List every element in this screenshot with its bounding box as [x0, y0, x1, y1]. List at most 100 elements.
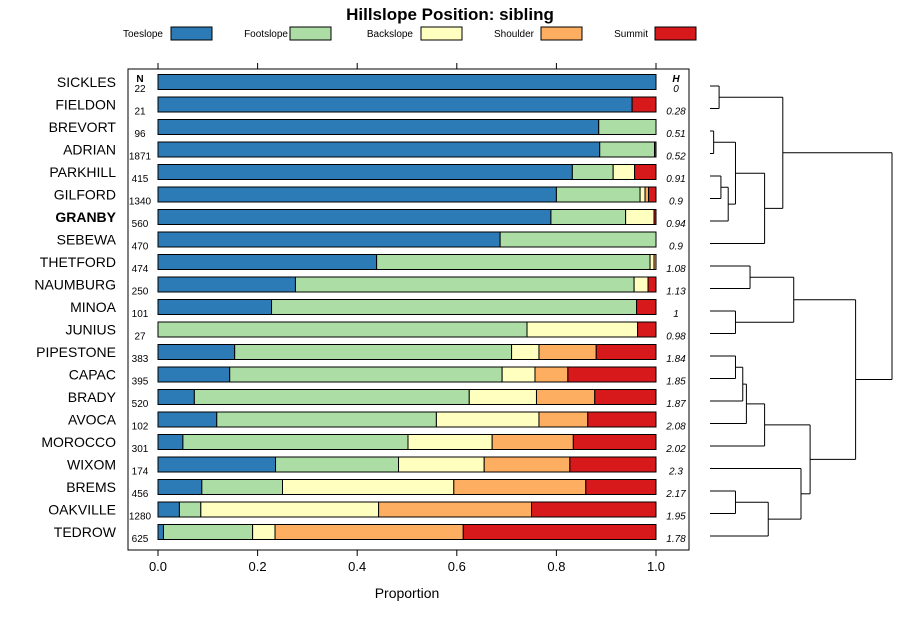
bar-oakville-footslope [178, 501, 202, 518]
bar-minoa-summit [636, 299, 657, 315]
bar-parkhill-summit [634, 164, 657, 180]
bar-granby-backslope [625, 209, 655, 225]
bar-adrian-toeslope [157, 141, 601, 158]
bar-brevort-footslope [598, 119, 657, 135]
chart-title: Hillslope Position: sibling [346, 5, 554, 24]
x-tick-label: 0.8 [547, 559, 565, 574]
bar-brems-summit [585, 479, 657, 495]
h-value-brady: 1.87 [666, 399, 686, 410]
h-value-wixom: 2.3 [668, 467, 683, 478]
bar-fieldon-summit [631, 96, 657, 113]
bar-naumburg-backslope [633, 276, 649, 293]
row-label-capac: CAPAC [69, 367, 116, 383]
n-value-minoa: 101 [132, 309, 149, 320]
h-value-pipestone: 1.84 [666, 354, 686, 365]
row-label-brevort: BREVORT [49, 119, 117, 135]
bar-thetford-toeslope [157, 254, 378, 270]
n-value-granby: 560 [132, 219, 149, 230]
bar-tedrow-toeslope [157, 524, 164, 540]
bar-parkhill-toeslope [157, 164, 573, 180]
row-label-thetford: THETFORD [40, 254, 116, 270]
row-label-adrian: ADRIAN [63, 142, 116, 158]
dendrogram [710, 85, 893, 537]
row-label-fieldon: FIELDON [55, 97, 116, 113]
x-axis-title: Proportion [375, 585, 440, 601]
row-label-wixom: WIXOM [67, 457, 116, 473]
bar-avoca-summit [587, 411, 657, 428]
bar-adrian-summit [654, 141, 657, 158]
h-value-fieldon: 0.28 [666, 107, 686, 118]
bar-pipestone-backslope [511, 344, 540, 360]
bar-pipestone-footslope [234, 344, 513, 360]
row-label-avoca: AVOCA [68, 412, 117, 428]
row-label-oakville: OAKVILLE [48, 502, 116, 518]
h-value-thetford: 1.08 [666, 264, 686, 275]
bar-brady-shoulder [535, 389, 596, 405]
row-label-brems: BREMS [66, 479, 116, 495]
bar-thetford-shoulder [653, 254, 657, 270]
bar-morocco-toeslope [157, 434, 184, 450]
row-labels: N H SICKLES 22 0 FIELDON 21 0.28 BREVORT 96 0.51 AD… [34, 74, 686, 545]
row-label-morocco: MOROCCO [41, 434, 116, 450]
h-value-brevort: 0.51 [666, 129, 685, 140]
bar-brevort-toeslope [157, 119, 600, 135]
row-label-gilford: GILFORD [54, 187, 116, 203]
bar-naumburg-summit [647, 276, 657, 293]
bar-pipestone-toeslope [157, 344, 236, 360]
h-value-morocco: 2.02 [665, 444, 686, 455]
bar-granby-footslope [550, 209, 627, 225]
x-axis: 0.0 0.2 0.4 0.6 0.8 1.0 [149, 63, 665, 574]
legend-swatch-summit [654, 26, 697, 41]
n-value-brevort: 96 [134, 129, 146, 140]
bar-brems-shoulder [453, 479, 587, 495]
n-value-oakville: 1280 [129, 512, 152, 523]
h-value-avoca: 2.08 [665, 422, 686, 433]
bar-parkhill-backslope [612, 164, 636, 180]
n-value-thetford: 474 [132, 264, 149, 275]
n-value-sickles: 22 [134, 84, 146, 95]
n-value-avoca: 102 [132, 422, 149, 433]
bar-adrian-footslope [599, 141, 656, 158]
row-label-sebewa: SEBEWA [57, 232, 117, 248]
n-value-sebewa: 470 [132, 242, 149, 253]
bar-parkhill-footslope [571, 164, 614, 180]
bar-tedrow-footslope [162, 524, 254, 540]
bar-capac-footslope [229, 366, 503, 383]
bar-minoa-footslope [271, 299, 638, 315]
bar-avoca-shoulder [538, 411, 589, 428]
bar-oakville-toeslope [157, 501, 180, 518]
bar-oakville-shoulder [378, 501, 533, 518]
row-label-sickles: SICKLES [57, 74, 116, 90]
bar-gilford-footslope [555, 186, 641, 203]
bar-tedrow-shoulder [274, 524, 464, 540]
bar-naumburg-footslope [294, 276, 635, 293]
row-label-tedrow: TEDROW [54, 524, 117, 540]
bar-wixom-summit [569, 456, 657, 473]
legend-swatch-footslope [289, 26, 332, 41]
h-value-gilford: 0.9 [669, 197, 683, 208]
bar-brems-backslope [282, 479, 455, 495]
bar-morocco-summit [572, 434, 657, 450]
bar-avoca-footslope [216, 411, 437, 428]
row-label-minoa: MINOA [70, 299, 117, 315]
h-value-junius: 0.98 [666, 332, 686, 343]
n-value-brems: 456 [132, 489, 149, 500]
bar-wixom-backslope [398, 456, 485, 473]
bar-junius-summit [637, 321, 657, 338]
bar-sebewa-footslope [499, 231, 657, 248]
h-value-tedrow: 1.78 [666, 534, 686, 545]
bars-group [157, 74, 657, 540]
row-label-granby: GRANBY [55, 209, 116, 225]
bar-granby-summit [653, 209, 657, 225]
bar-fieldon-toeslope [157, 96, 633, 113]
bar-avoca-toeslope [157, 411, 218, 428]
n-value-capac: 395 [132, 377, 149, 388]
row-label-parkhill: PARKHILL [49, 164, 116, 180]
legend-label-summit: Summit [614, 29, 648, 40]
h-value-oakville: 1.95 [666, 512, 686, 523]
bar-thetford-footslope [376, 254, 651, 270]
h-header: H [672, 74, 680, 85]
bar-capac-toeslope [157, 366, 231, 383]
h-value-adrian: 0.52 [666, 152, 686, 163]
